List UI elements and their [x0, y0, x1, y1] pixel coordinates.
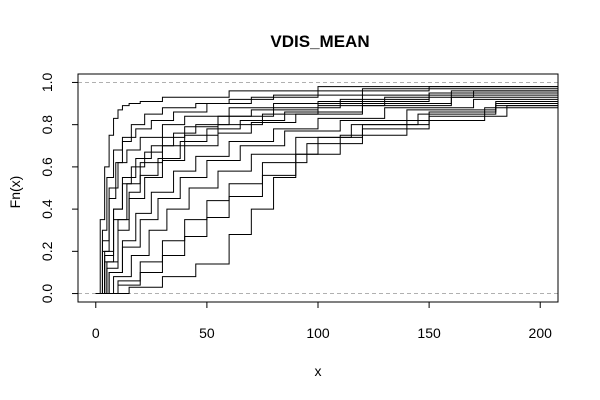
ecdf-series-3 — [95, 86, 559, 295]
y-tick-label: 0.8 — [39, 115, 55, 135]
y-tick-label: 1.0 — [39, 73, 55, 93]
series-group — [95, 84, 559, 295]
ecdf-series-12 — [95, 99, 559, 295]
y-tick-label: 0.0 — [39, 284, 55, 304]
y-axis: 0.0 0.2 0.4 0.6 0.8 1.0 — [39, 73, 79, 304]
ecdf-series-9 — [95, 97, 559, 295]
reference-lines — [78, 81, 558, 295]
ecdf-series-1 — [95, 84, 559, 295]
x-tick-label: 150 — [417, 325, 441, 341]
x-tick-label: 50 — [199, 325, 215, 341]
y-tick-label: 0.4 — [39, 199, 55, 219]
y-tick-label: 0.2 — [39, 241, 55, 261]
ecdf-series-10 — [95, 99, 559, 295]
ecdf-series-8 — [95, 95, 559, 295]
ecdf-series-11 — [95, 101, 559, 295]
ecdf-series-5 — [95, 86, 559, 295]
x-tick-label: 100 — [306, 325, 330, 341]
x-axis-label: x — [315, 363, 322, 379]
y-axis-label: Fn(x) — [7, 176, 23, 209]
ecdf-series-7 — [95, 93, 559, 295]
ecdf-series-15 — [95, 88, 559, 295]
x-tick-label: 200 — [529, 325, 553, 341]
ecdf-series-14 — [95, 84, 559, 295]
ecdf-series-13 — [95, 97, 559, 295]
chart-title: VDIS_MEAN — [270, 32, 369, 51]
y-tick-label: 0.6 — [39, 157, 55, 177]
ecdf-series-4 — [95, 88, 559, 295]
x-tick-label: 0 — [92, 325, 100, 341]
x-axis: 0 50 100 150 200 — [92, 301, 553, 341]
